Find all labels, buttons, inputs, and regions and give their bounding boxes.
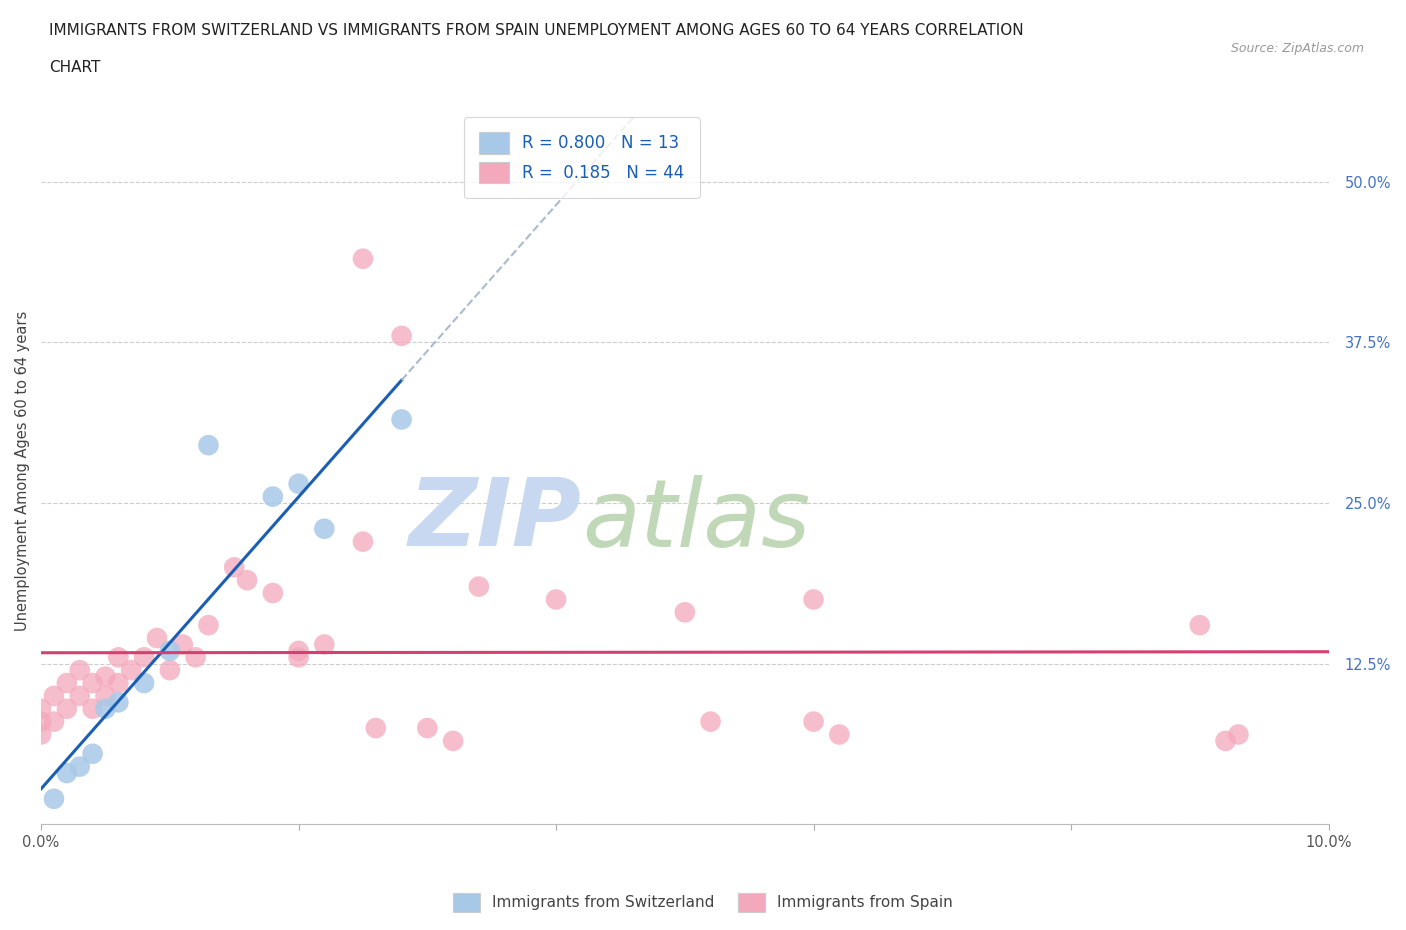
Point xyxy=(1227,727,1250,742)
Point xyxy=(159,663,181,678)
Point xyxy=(828,727,851,742)
Legend: R = 0.800   N = 13, R =  0.185   N = 44: R = 0.800 N = 13, R = 0.185 N = 44 xyxy=(464,117,700,198)
Legend: Immigrants from Switzerland, Immigrants from Spain: Immigrants from Switzerland, Immigrants … xyxy=(447,887,959,918)
Point xyxy=(441,734,464,749)
Point xyxy=(364,721,387,736)
Point xyxy=(314,637,336,652)
Point xyxy=(159,644,181,658)
Point xyxy=(82,675,104,690)
Point xyxy=(172,637,194,652)
Point xyxy=(287,650,309,665)
Point xyxy=(352,534,374,549)
Point xyxy=(132,675,155,690)
Text: Source: ZipAtlas.com: Source: ZipAtlas.com xyxy=(1230,42,1364,55)
Point xyxy=(94,701,117,716)
Text: CHART: CHART xyxy=(49,60,101,75)
Point xyxy=(94,688,117,703)
Point xyxy=(30,701,52,716)
Point xyxy=(120,663,142,678)
Point xyxy=(132,650,155,665)
Point xyxy=(224,560,246,575)
Point xyxy=(42,714,65,729)
Point xyxy=(416,721,439,736)
Point xyxy=(803,714,825,729)
Point xyxy=(42,688,65,703)
Text: IMMIGRANTS FROM SWITZERLAND VS IMMIGRANTS FROM SPAIN UNEMPLOYMENT AMONG AGES 60 : IMMIGRANTS FROM SWITZERLAND VS IMMIGRANT… xyxy=(49,23,1024,38)
Point xyxy=(82,746,104,761)
Point xyxy=(468,579,491,594)
Point xyxy=(69,759,91,774)
Point xyxy=(391,328,413,343)
Point xyxy=(107,650,129,665)
Point xyxy=(69,688,91,703)
Point xyxy=(30,714,52,729)
Point xyxy=(352,251,374,266)
Y-axis label: Unemployment Among Ages 60 to 64 years: Unemployment Among Ages 60 to 64 years xyxy=(15,311,30,631)
Point xyxy=(546,592,568,607)
Point xyxy=(42,791,65,806)
Point xyxy=(803,592,825,607)
Point xyxy=(699,714,721,729)
Point xyxy=(107,675,129,690)
Point xyxy=(262,489,284,504)
Point xyxy=(287,476,309,491)
Text: ZIP: ZIP xyxy=(409,474,582,566)
Point xyxy=(184,650,207,665)
Point xyxy=(197,438,219,453)
Point xyxy=(69,663,91,678)
Point xyxy=(262,586,284,601)
Text: atlas: atlas xyxy=(582,475,810,565)
Point xyxy=(314,522,336,537)
Point xyxy=(236,573,259,588)
Point xyxy=(1188,618,1211,632)
Point xyxy=(56,701,79,716)
Point xyxy=(30,727,52,742)
Point xyxy=(56,765,79,780)
Point xyxy=(146,631,169,645)
Point xyxy=(107,695,129,710)
Point xyxy=(94,670,117,684)
Point xyxy=(391,412,413,427)
Point xyxy=(287,644,309,658)
Point xyxy=(1215,734,1237,749)
Point xyxy=(197,618,219,632)
Point xyxy=(673,604,696,619)
Point xyxy=(82,701,104,716)
Point xyxy=(56,675,79,690)
